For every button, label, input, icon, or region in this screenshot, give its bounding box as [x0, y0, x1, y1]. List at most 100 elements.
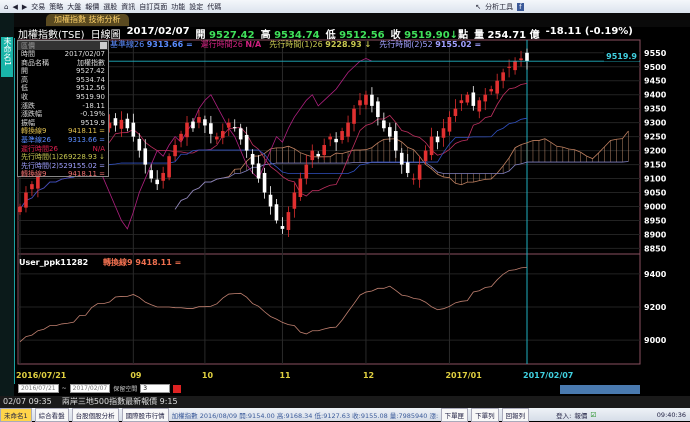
close-icon[interactable] — [100, 42, 107, 49]
candlestick — [262, 167, 267, 199]
quote-label: 報價 — [574, 411, 588, 420]
zoom-controls[interactable] — [560, 385, 640, 394]
candlestick — [429, 127, 434, 161]
candlestick — [107, 114, 112, 133]
date-to-input[interactable]: 2017/02/07 — [69, 384, 111, 393]
candlestick — [155, 170, 159, 191]
menu-info[interactable]: 資訊 — [121, 2, 136, 11]
candlestick — [411, 173, 416, 185]
order-box-button[interactable]: 下單匣 — [440, 407, 469, 422]
info-row: 基準線26 9313.66 = — [18, 136, 108, 145]
menu-strategy[interactable]: 策略 — [49, 2, 64, 11]
quote-date: 2017/02/07 — [126, 26, 190, 37]
chart-area[interactable]: 9550 9500 9450 9400 9350 9300 9250 9200 9150 9100… — [14, 38, 690, 384]
info-row: 轉換線9 9418.11 = — [18, 127, 108, 136]
login-label[interactable]: 登入: — [556, 411, 572, 420]
candlestick — [173, 138, 177, 161]
stop-icon[interactable] — [173, 384, 182, 393]
candlestick — [399, 148, 404, 174]
candlestick — [459, 94, 464, 111]
close-label: 收 — [390, 30, 401, 41]
status-bar: 02/07 09:35 兩岸三地500指數最新報價 9:15 — [0, 396, 690, 408]
indicator-legend: 基準線26 9313.66 = 遲行時間26 N/A 先行時間(1)26 922… — [110, 39, 481, 50]
candlestick — [352, 105, 356, 132]
left-tab-unnamed[interactable]: 未命名1 — [1, 37, 13, 77]
facebook-icon[interactable]: f — [517, 2, 524, 11]
candlestick — [304, 155, 309, 185]
candlestick — [465, 91, 470, 106]
quote-checkbox[interactable]: ☑ — [590, 410, 597, 419]
report-bar-button[interactable]: 回報列 — [501, 407, 530, 422]
tab-stock-analysis[interactable]: 台股個股分析 — [71, 407, 119, 422]
candlestick — [322, 138, 326, 160]
info-value: 加權指數 — [77, 58, 105, 67]
menu-function[interactable]: 功能 — [171, 2, 186, 11]
back-icon[interactable]: ◀ — [12, 2, 18, 11]
menu-trade[interactable]: 交易 — [31, 2, 46, 11]
status-time: 02/07 09:35 — [3, 397, 52, 406]
candlestick — [405, 153, 410, 178]
y-tick-label: 8850 — [644, 244, 667, 253]
y-tick-label: 9150 — [644, 161, 667, 170]
date-range-bar: 2016/07/21 ~ 2017/02/07 保留空間 3 — [18, 384, 182, 393]
forward-icon[interactable]: ▶ — [21, 2, 28, 11]
legend-item: 基準線26 9313.66 = — [110, 40, 193, 49]
high-label: 高 — [260, 30, 271, 41]
candlestick — [137, 133, 142, 158]
x-tick-label: 2017/01 — [445, 371, 482, 380]
leading-span-a-line — [174, 130, 629, 210]
candlestick — [298, 172, 303, 201]
candlestick — [358, 93, 362, 115]
cursor-icon[interactable]: ↖ — [475, 2, 482, 11]
info-row: 高 9534.74 — [18, 76, 108, 85]
info-row: 商品名稱 加權指數 — [18, 59, 108, 68]
menu-screener[interactable]: 選股 — [103, 2, 118, 11]
candlestick — [226, 118, 231, 137]
menu-quote[interactable]: 報價 — [85, 2, 100, 11]
info-value: 9512.56 — [76, 84, 105, 93]
candlestick — [376, 97, 380, 126]
home-icon[interactable]: ⌂ — [4, 2, 9, 11]
reserve-space-input[interactable]: 3 — [140, 384, 171, 393]
menu-custom-page[interactable]: 自訂頁面 — [139, 2, 168, 11]
tab-overview[interactable]: 綜合看盤 — [34, 407, 69, 422]
candlestick — [280, 217, 285, 234]
info-value: 9519.90 — [76, 92, 105, 101]
tab-technical-analysis[interactable]: 加權指數 技術分析 — [46, 14, 129, 26]
candlestick — [370, 87, 374, 113]
candlestick — [179, 130, 183, 148]
status-message: 兩岸三地500指數最新報價 9:15 — [61, 397, 178, 406]
candlestick — [286, 206, 291, 237]
down-arrow-icon: ↓ — [449, 30, 459, 41]
menu-analysis-tools[interactable]: 分析工具 — [485, 2, 514, 11]
candlestick — [346, 115, 350, 143]
low-value: 9512.56 — [339, 30, 385, 41]
candlestick — [447, 111, 452, 136]
info-value: N/A — [92, 144, 105, 153]
menu-market[interactable]: 大盤 — [67, 2, 82, 11]
tab-unnamed1[interactable]: 未命名1 — [0, 407, 32, 422]
candlestick — [215, 132, 219, 144]
y-tick-label: 9050 — [644, 189, 667, 198]
x-tick-label: 2017/02/07 — [523, 371, 573, 380]
info-row: 振幅 9519.9 — [18, 119, 108, 128]
x-tick-label: 2016/07/21 — [16, 371, 67, 380]
candlestick — [393, 122, 398, 158]
period[interactable]: 日線圖 — [90, 30, 121, 41]
tab-intl-markets[interactable]: 國際股市行情 — [121, 407, 169, 422]
main-toolbar: ⌂ ◀ ▶ 交易 策略 大盤 報價 選股 資訊 自訂頁面 功能 設定 代碼 ↖ 分析… — [0, 0, 690, 13]
info-key: 漲跌 — [21, 101, 35, 110]
reserve-space-label: 保留空間 — [113, 386, 138, 393]
ticker: 加權指數 2016/08/09 開:9154.00 高:9168.34 低:91… — [171, 411, 438, 420]
low-label: 低 — [325, 30, 336, 41]
info-value: -18.11 — [82, 101, 105, 110]
info-row: 時間 2017/02/07 — [18, 50, 108, 59]
menu-code[interactable]: 代碼 — [207, 2, 222, 11]
y-tick-label: 8950 — [644, 216, 667, 225]
info-key: 遲行時間26 — [21, 144, 58, 153]
order-bar-button[interactable]: 下單列 — [471, 407, 499, 422]
candlestick — [513, 57, 517, 75]
info-key: 開 — [21, 67, 28, 76]
date-from-input[interactable]: 2016/07/21 — [18, 384, 59, 393]
menu-settings[interactable]: 設定 — [189, 2, 204, 11]
